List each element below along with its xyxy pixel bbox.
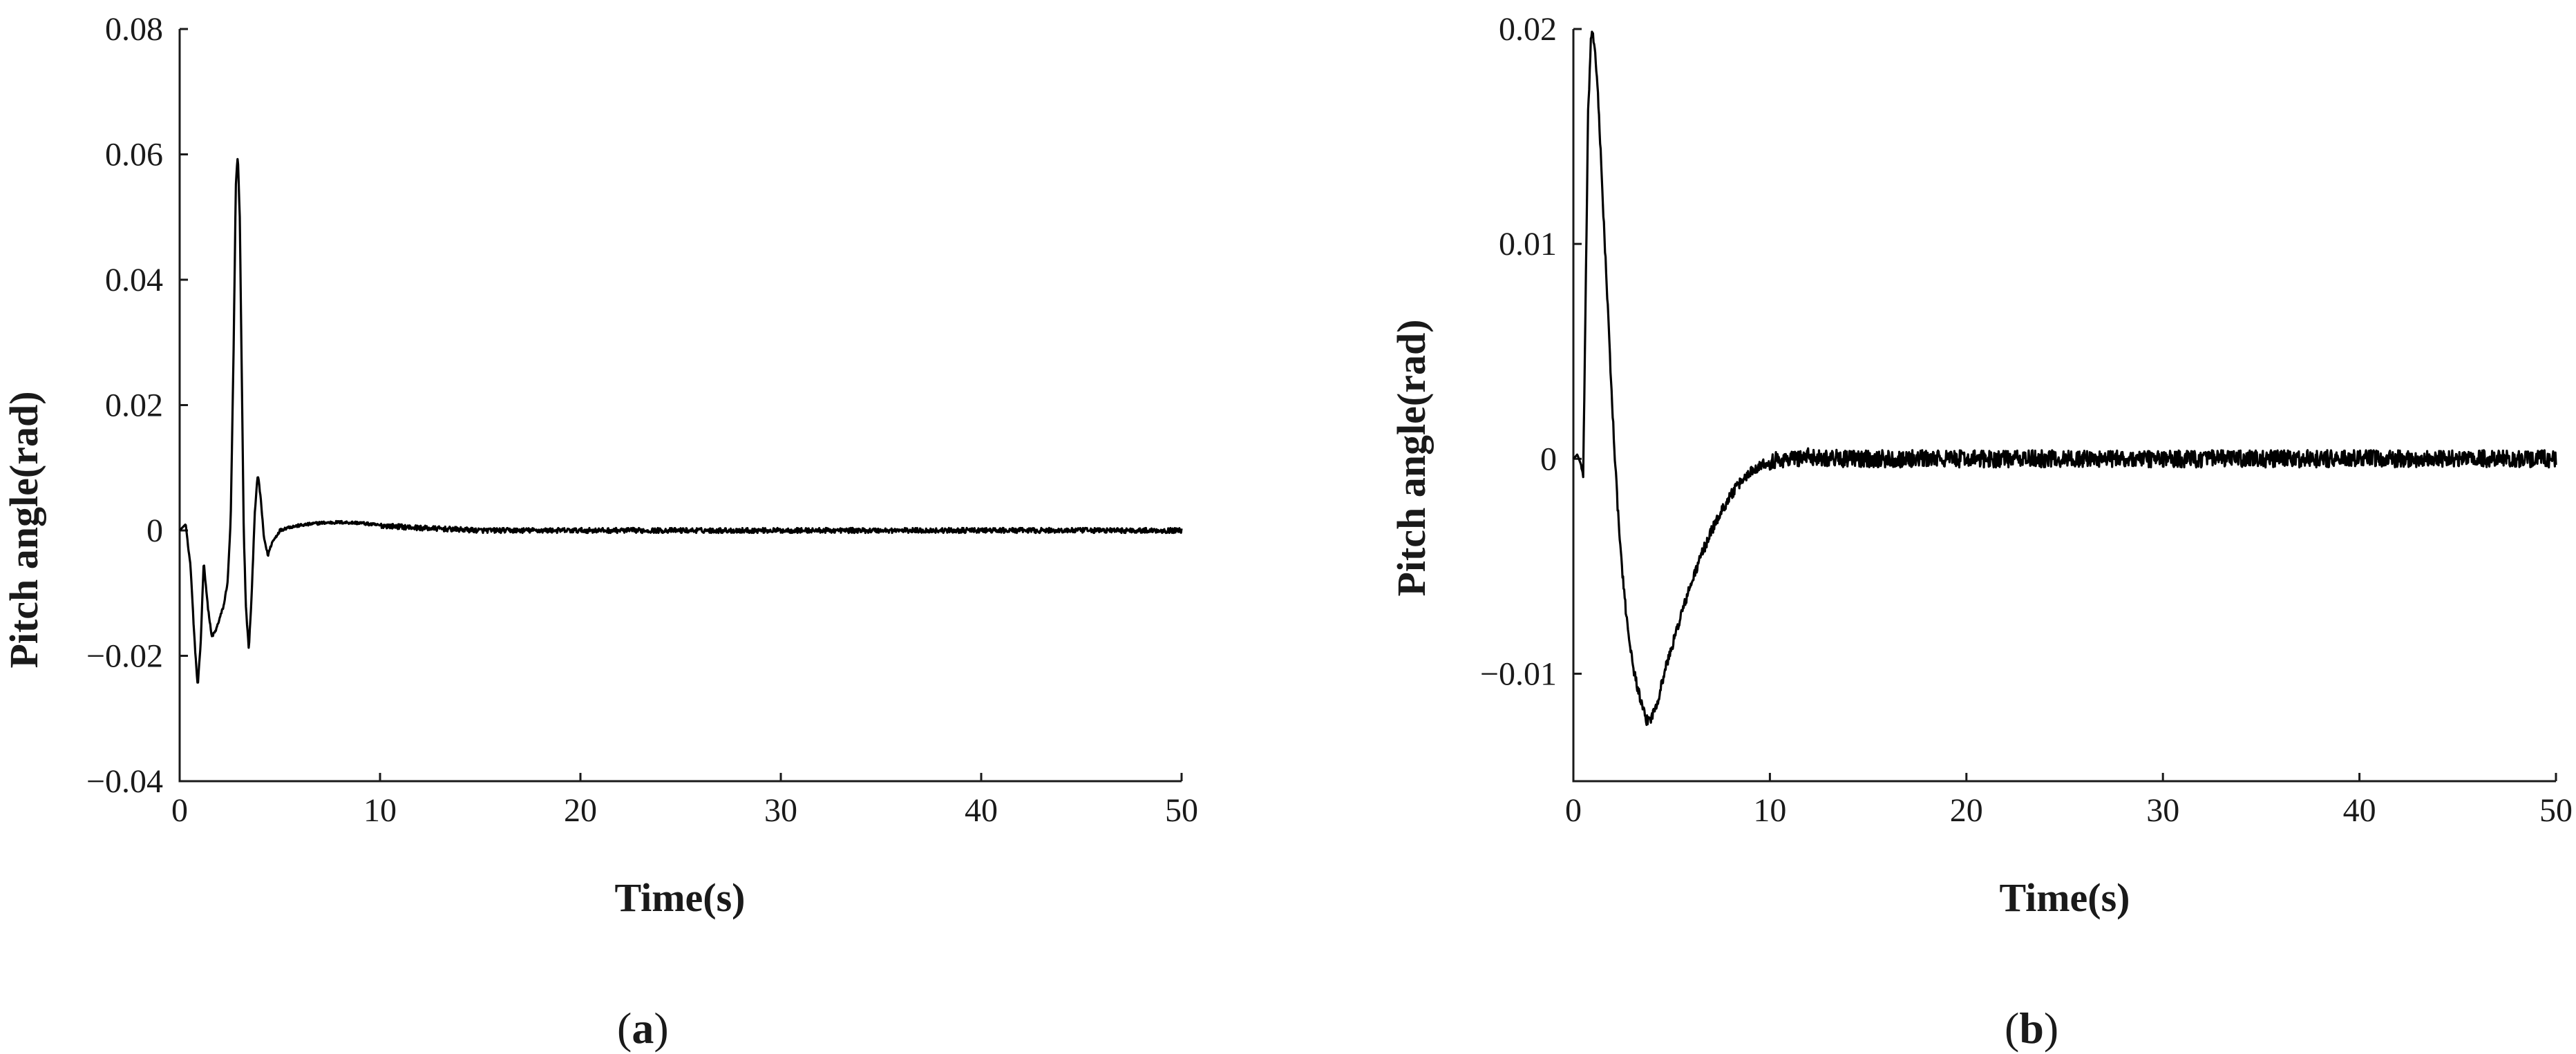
series-line	[178, 157, 1183, 684]
caption-label: b	[2019, 1004, 2044, 1053]
x-tick-label: 20	[564, 792, 597, 829]
y-tick-label: 0	[1540, 441, 1557, 477]
panel-caption-b: (b)	[2005, 1003, 2058, 1054]
x-axis-title: Time(s)	[1999, 875, 2130, 920]
y-tick-label: 0.08	[105, 11, 163, 48]
series-line	[1572, 30, 2557, 727]
y-tick-label: 0.04	[105, 262, 163, 298]
plot-area: 0 10 20 30 40 50 −0.04 −0.02 0 0.02 0.04 0.06 0.08	[86, 11, 1198, 829]
axis-lines	[1572, 29, 2556, 783]
x-tick-label: 40	[965, 792, 998, 829]
y-axis-title-text: Pitch angle(rad)	[1, 391, 46, 668]
y-tick-label: −0.04	[86, 763, 163, 800]
y-axis-title-text: Pitch angle(rad)	[1389, 319, 1434, 596]
x-tick-label: 30	[2146, 792, 2179, 829]
chart-panel-b: Pitch angle(rad) Time(s) 0 10 20 30 40 50 −0.0…	[1389, 11, 2573, 920]
caption-open-paren: (	[617, 1004, 632, 1053]
caption-open-paren: (	[2005, 1004, 2020, 1053]
axis-lines	[178, 29, 1182, 783]
x-tick-label: 50	[1165, 792, 1198, 829]
plot-area: 0 10 20 30 40 50 −0.01 0 0.01 0.02	[1480, 11, 2573, 829]
x-tick-label: 0	[171, 792, 188, 829]
chart-panel-a: Pitch angle(rad) Time(s) 0 10 20 30 40 50 −0.0…	[1, 11, 1198, 920]
caption-close-paren: )	[2043, 1004, 2059, 1053]
panel-caption-a: (a)	[617, 1003, 669, 1054]
x-tick-label: 0	[1565, 792, 1582, 829]
y-axis-title: Pitch angle(rad)	[1389, 319, 1434, 596]
y-tick-label: −0.01	[1480, 655, 1557, 692]
x-tick-label: 50	[2539, 792, 2573, 829]
y-tick-label: 0.02	[105, 387, 163, 424]
y-tick-label: 0.02	[1499, 11, 1557, 48]
x-tick-label: 40	[2343, 792, 2376, 829]
x-tick-label: 10	[363, 792, 397, 829]
x-tick-label: 10	[1753, 792, 1786, 829]
y-tick-label: 0	[146, 512, 163, 549]
x-tick-label: 30	[764, 792, 797, 829]
y-tick-label: 0.06	[105, 137, 163, 173]
y-tick-label: −0.02	[86, 638, 163, 675]
x-tick-label: 20	[1950, 792, 1983, 829]
y-tick-label: 0.01	[1499, 226, 1557, 262]
caption-label: a	[632, 1004, 654, 1053]
caption-close-paren: )	[654, 1004, 669, 1053]
y-axis-title: Pitch angle(rad)	[1, 391, 46, 668]
x-axis-title: Time(s)	[614, 875, 745, 920]
